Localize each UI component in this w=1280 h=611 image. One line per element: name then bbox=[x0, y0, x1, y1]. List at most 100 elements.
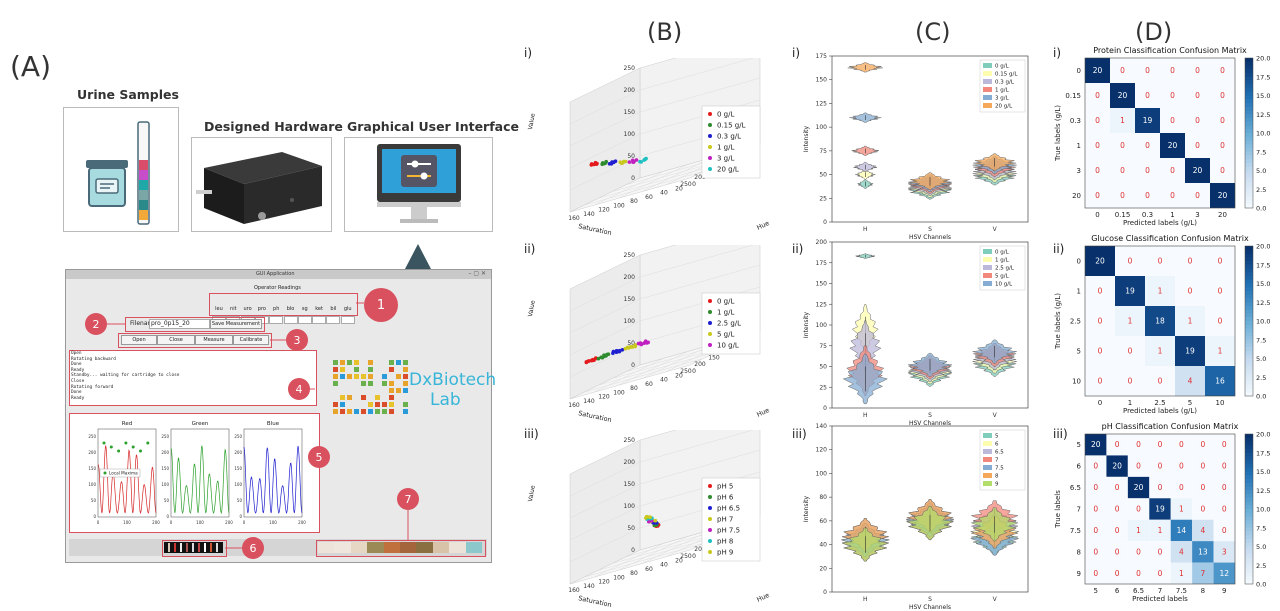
reading-input[interactable] bbox=[326, 316, 341, 324]
colorbar-segment bbox=[1245, 264, 1253, 269]
y-tick-label: 0 bbox=[823, 405, 827, 412]
matrix-title: Protein Classification Confusion Matrix bbox=[1093, 46, 1247, 55]
save-measurement-button[interactable]: Save Measurement bbox=[210, 319, 262, 329]
scatter-point bbox=[595, 161, 599, 166]
legend-label: 1 g/L bbox=[995, 258, 1010, 264]
rgb-tick-label: 0 bbox=[243, 520, 246, 525]
z-tick-label: 0 bbox=[631, 175, 635, 182]
rgb-tick-label: 200 bbox=[161, 450, 169, 455]
reading-label: ket bbox=[315, 306, 323, 312]
local-maximum-marker bbox=[102, 441, 106, 445]
filename-input[interactable]: pro_0p15_20 bbox=[149, 319, 210, 329]
logo-dot bbox=[375, 395, 380, 400]
matrix-cell-value: 14 bbox=[1177, 526, 1187, 535]
close-button[interactable]: Close bbox=[157, 335, 195, 345]
scatter3d-b-i: 0501001502002500501001502002500204060801… bbox=[527, 58, 771, 237]
colorbar-tick-label: 20.0 bbox=[1256, 55, 1270, 63]
colorbar-segment bbox=[1245, 366, 1253, 371]
matrix-cell bbox=[1127, 541, 1150, 563]
legend-marker bbox=[708, 550, 712, 554]
colorbar-segment bbox=[1245, 524, 1253, 529]
matrix-cell-value: 1 bbox=[1158, 526, 1163, 535]
readings-box bbox=[209, 293, 358, 316]
gui-titlebar: GUI Application – ▢ ✕ bbox=[66, 270, 491, 279]
legend-marker bbox=[708, 343, 712, 347]
reading-input[interactable] bbox=[312, 316, 327, 324]
matrix-cell-value: 0 bbox=[1195, 91, 1200, 100]
y-tick-label: 1 bbox=[1077, 142, 1081, 150]
matrix-cell-value: 0 bbox=[1136, 547, 1141, 556]
z-tick-label: 150 bbox=[624, 109, 636, 116]
color-swatch bbox=[383, 542, 400, 553]
matrix-cell bbox=[1149, 541, 1171, 563]
y-axis-label: Hue bbox=[755, 591, 770, 604]
scatter-point bbox=[596, 356, 601, 361]
legend-swatch bbox=[983, 103, 992, 108]
legend-label: 2.5 g/L bbox=[717, 320, 741, 328]
colorbar-segment bbox=[1245, 332, 1253, 337]
legend-label: pH 7 bbox=[717, 516, 733, 524]
colorbar-tick-label: 15.0 bbox=[1256, 280, 1270, 288]
y-tick-label: 20 bbox=[675, 372, 683, 379]
gui-card bbox=[344, 137, 493, 232]
gridline bbox=[639, 286, 761, 322]
local-maxima-legend-marker bbox=[103, 471, 107, 475]
urine-samples-card bbox=[63, 107, 179, 232]
colorbar-segment bbox=[1245, 324, 1253, 329]
y-tick-label: 200 bbox=[816, 239, 828, 246]
colorbar-tick-label: 2.5 bbox=[1256, 186, 1266, 194]
logo-dot bbox=[389, 409, 394, 414]
logo-dot bbox=[403, 388, 408, 393]
colorbar-frame bbox=[1244, 245, 1254, 397]
y-axis-label: True labels (g/L) bbox=[1054, 105, 1062, 162]
y-tick-label: 100 bbox=[613, 202, 625, 209]
x-tick-label: 6 bbox=[1115, 587, 1120, 595]
logo-dot bbox=[333, 367, 338, 372]
colorbar-segment bbox=[1245, 302, 1253, 307]
colorbar-segment bbox=[1245, 561, 1253, 566]
reading-input[interactable] bbox=[283, 316, 298, 324]
matrix-cell-value: 19 bbox=[1155, 505, 1165, 514]
colorbar-segment bbox=[1245, 91, 1253, 96]
matrix-cell bbox=[1085, 58, 1110, 83]
y-tick-label: 50 bbox=[819, 364, 827, 371]
y-tick-label: 40 bbox=[660, 562, 668, 569]
reading-input[interactable] bbox=[297, 316, 312, 324]
colorbar-segment bbox=[1245, 351, 1253, 356]
measure-button[interactable]: Measure bbox=[195, 335, 233, 345]
legend-marker bbox=[708, 517, 712, 521]
gridline bbox=[639, 264, 761, 300]
reading-label: pro bbox=[257, 306, 266, 312]
open-button[interactable]: Open bbox=[121, 335, 157, 345]
y-tick-label: 140 bbox=[583, 583, 595, 590]
reading-input[interactable] bbox=[269, 316, 284, 324]
reading-input[interactable] bbox=[340, 316, 355, 324]
matrix-cell bbox=[1149, 455, 1171, 477]
colorbar-segment bbox=[1245, 181, 1253, 186]
colorbar-segment bbox=[1245, 321, 1253, 326]
y-tick-label: 25 bbox=[819, 195, 827, 202]
colorbar-tick-label: 0.0 bbox=[1256, 581, 1266, 589]
logo-dot bbox=[340, 395, 345, 400]
matrix-cell-value: 12 bbox=[1220, 569, 1230, 578]
gridline bbox=[569, 111, 641, 147]
colorbar-segment bbox=[1245, 133, 1253, 138]
colorbar-tick-label: 7.5 bbox=[1256, 336, 1266, 344]
x-tick-label: 0 bbox=[1098, 399, 1102, 407]
y-tick-label: 7.5 bbox=[1070, 527, 1081, 535]
calibrate-button[interactable]: Calibrate bbox=[233, 335, 269, 345]
colorbar-tick-label: 12.5 bbox=[1256, 299, 1270, 307]
matrix-cell-value: 0 bbox=[1136, 569, 1141, 578]
window-controls[interactable]: – ▢ ✕ bbox=[468, 270, 486, 277]
x-tick-label: S bbox=[928, 412, 932, 419]
colorbar-segment bbox=[1245, 313, 1253, 318]
matrix-cell bbox=[1135, 83, 1160, 108]
colorbar-tick-label: 15.0 bbox=[1256, 468, 1270, 476]
logo-dot bbox=[340, 360, 345, 365]
colorbar-segment bbox=[1245, 550, 1253, 555]
x-axis-label: Predicted labels (g/L) bbox=[1123, 407, 1197, 415]
matrix-cell bbox=[1106, 519, 1128, 542]
color-swatch bbox=[318, 542, 335, 553]
legend-label: 0.15 g/L bbox=[717, 122, 746, 130]
colorbar-segment bbox=[1245, 317, 1253, 322]
